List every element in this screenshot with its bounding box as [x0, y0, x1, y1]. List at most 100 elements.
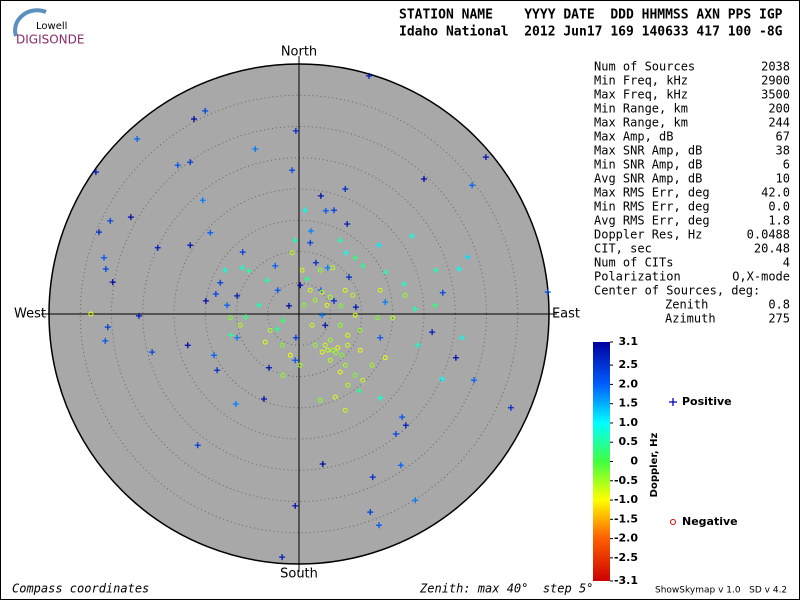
source-point [339, 352, 345, 358]
source-point [402, 292, 408, 298]
stat-value: 38 [776, 144, 790, 158]
source-point [267, 327, 273, 333]
colorbar-tick-label: -3.1 [614, 574, 638, 587]
source-point [202, 297, 209, 304]
source-point [352, 254, 359, 261]
source-point [274, 326, 281, 332]
source-point [102, 266, 109, 272]
source-point [309, 322, 315, 328]
source-point [217, 279, 224, 286]
stat-label: Max RMS Err, deg [594, 186, 710, 200]
source-point [174, 162, 181, 169]
source-point [307, 287, 313, 293]
source-point [331, 297, 337, 304]
source-point [246, 267, 252, 274]
source-point [360, 377, 366, 383]
source-point [292, 357, 299, 364]
source-point [377, 287, 383, 293]
source-point [325, 347, 331, 353]
stat-label: Max SNR Amp, dB [594, 144, 702, 158]
colorbar-tick-label: 0.5 [619, 435, 639, 448]
source-point [375, 315, 381, 321]
source-point [342, 249, 349, 256]
stat-value: 6 [783, 158, 790, 172]
source-point [264, 277, 271, 284]
source-point [507, 404, 514, 411]
source-point [199, 197, 206, 204]
source-point [279, 342, 285, 348]
source-point [280, 372, 286, 378]
stat-label: Num of Sources [594, 60, 695, 74]
source-point [345, 382, 351, 388]
source-point [88, 311, 94, 317]
source-point [452, 354, 459, 361]
source-point [274, 287, 281, 294]
colorbar-tick-label: 1.0 [619, 416, 639, 429]
source-point [101, 254, 107, 261]
source-point [327, 357, 333, 363]
source-point [544, 289, 551, 296]
header-line: Idaho National 2012 Jun17 169 140633 417… [399, 25, 783, 40]
source-point [327, 294, 333, 300]
source-point [266, 364, 272, 371]
stat-label: Min RMS Err, deg [594, 200, 710, 214]
legend-label: Positive [682, 395, 732, 408]
source-point [366, 72, 372, 79]
source-point [237, 322, 243, 328]
stat-value: 2038 [761, 60, 790, 74]
source-point [369, 474, 376, 481]
colorbar-tick-label: 2.5 [619, 358, 639, 371]
stat-label: Avg SNR Amp, dB [594, 172, 702, 186]
stat-section: Center of Sources, deg: [594, 284, 760, 298]
colorbar-label: Doppler, Hz [649, 433, 660, 498]
source-point [319, 461, 326, 467]
source-point [234, 292, 241, 299]
colorbar-tick-label: -1.0 [614, 493, 638, 506]
colorbar-tick-label: -2.5 [614, 551, 638, 564]
source-point [304, 276, 311, 282]
source-point [414, 342, 421, 349]
source-point [337, 322, 343, 328]
source-point [191, 116, 197, 122]
legend-marker [669, 398, 677, 406]
source-point [256, 302, 262, 309]
source-point [312, 342, 318, 348]
colorbar [593, 342, 610, 581]
stat-value: 10 [776, 172, 790, 186]
source-point [338, 303, 344, 309]
stat-value: 275 [768, 312, 790, 326]
source-point [356, 387, 362, 394]
source-point [439, 376, 446, 382]
source-point [187, 159, 194, 166]
source-point [262, 339, 268, 345]
source-point [399, 414, 406, 421]
source-point [227, 315, 233, 321]
colorbar-tick-label: -0.5 [614, 474, 638, 487]
source-point [299, 267, 305, 273]
source-point [212, 291, 219, 297]
source-point [350, 292, 356, 298]
source-point [359, 262, 366, 269]
source-point [127, 214, 134, 221]
source-point [312, 259, 319, 266]
stat-value: 2900 [761, 74, 790, 88]
source-point [287, 352, 293, 358]
logo-name: DIGISONDE [16, 33, 84, 47]
source-point [214, 367, 221, 374]
source-point [154, 244, 161, 251]
source-point [392, 431, 399, 437]
source-point [342, 186, 349, 192]
source-point [345, 342, 351, 348]
source-point [187, 242, 194, 249]
logo-swoosh [13, 8, 47, 37]
source-point [279, 317, 286, 324]
source-point [342, 287, 348, 293]
source-point [382, 269, 389, 276]
source-point [292, 502, 299, 509]
source-point [272, 262, 279, 269]
footer-zenith: Zenith: max 40° step 5° [419, 582, 593, 596]
stat-label: Min Range, km [594, 102, 688, 116]
source-point [252, 146, 259, 152]
source-point [302, 207, 309, 214]
